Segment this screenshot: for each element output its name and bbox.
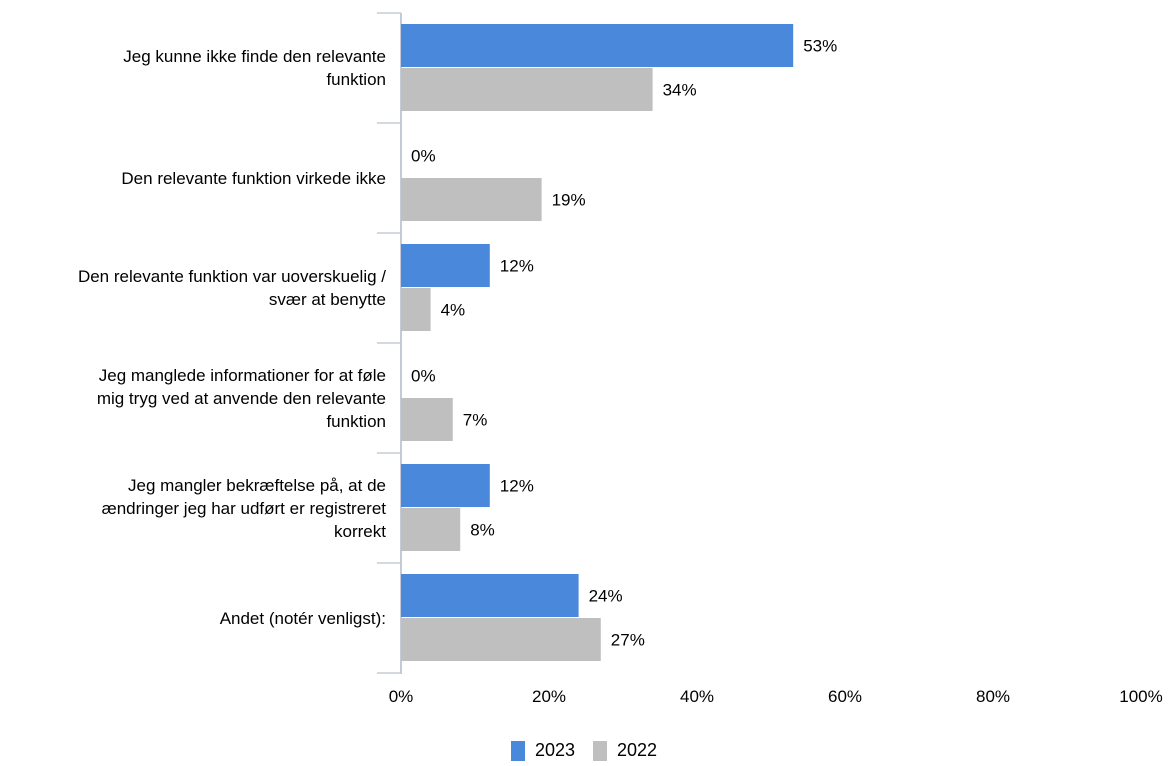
data-label: 19% [552, 191, 586, 210]
legend-label: 2023 [534, 740, 575, 760]
category-label: Jeg mangler bekræftelse på, at de ændrin… [101, 475, 386, 541]
x-tick-label: 40% [680, 687, 714, 706]
data-label: 4% [441, 301, 466, 320]
legend-item: 2022 [593, 740, 657, 761]
x-tick-label: 0% [389, 687, 414, 706]
bar-2023 [401, 244, 490, 287]
bar-2022 [401, 398, 453, 441]
legend: 2023 2022 [0, 740, 1168, 761]
x-tick-label: 100% [1119, 687, 1162, 706]
bar-2023 [401, 464, 490, 507]
bar-2023 [401, 574, 579, 617]
bar-2022 [401, 178, 542, 221]
data-label: 53% [803, 37, 837, 56]
legend-item: 2023 [510, 740, 575, 761]
category-label: Den relevante funktion var uoverskuelig … [77, 267, 386, 309]
category-label: Andet (notér venligst): [219, 608, 386, 628]
data-label: 12% [500, 477, 534, 496]
data-label: 0% [411, 367, 436, 386]
bar-2022 [401, 68, 653, 111]
bar-2023 [401, 24, 794, 67]
data-label: 24% [589, 587, 623, 606]
legend-swatch [510, 740, 525, 761]
x-tick-label: 20% [532, 687, 566, 706]
bar-2022 [401, 618, 601, 661]
legend-swatch [593, 740, 607, 761]
category-label: Jeg kunne ikke finde den relevante funkt… [123, 47, 386, 89]
data-label: 0% [411, 147, 436, 166]
data-label: 8% [470, 521, 495, 540]
x-tick-label: 80% [976, 687, 1010, 706]
data-label: 12% [500, 257, 534, 276]
category-label: Jeg manglede informationer for at føle m… [96, 365, 386, 431]
data-label: 34% [663, 81, 697, 100]
data-label: 27% [611, 631, 645, 650]
legend-label: 2022 [617, 740, 658, 760]
bar-2022 [401, 288, 431, 331]
x-tick-label: 60% [828, 687, 862, 706]
data-label: 7% [463, 411, 488, 430]
bar-2022 [401, 508, 461, 551]
category-label: Den relevante funktion virkede ikke [121, 168, 386, 188]
